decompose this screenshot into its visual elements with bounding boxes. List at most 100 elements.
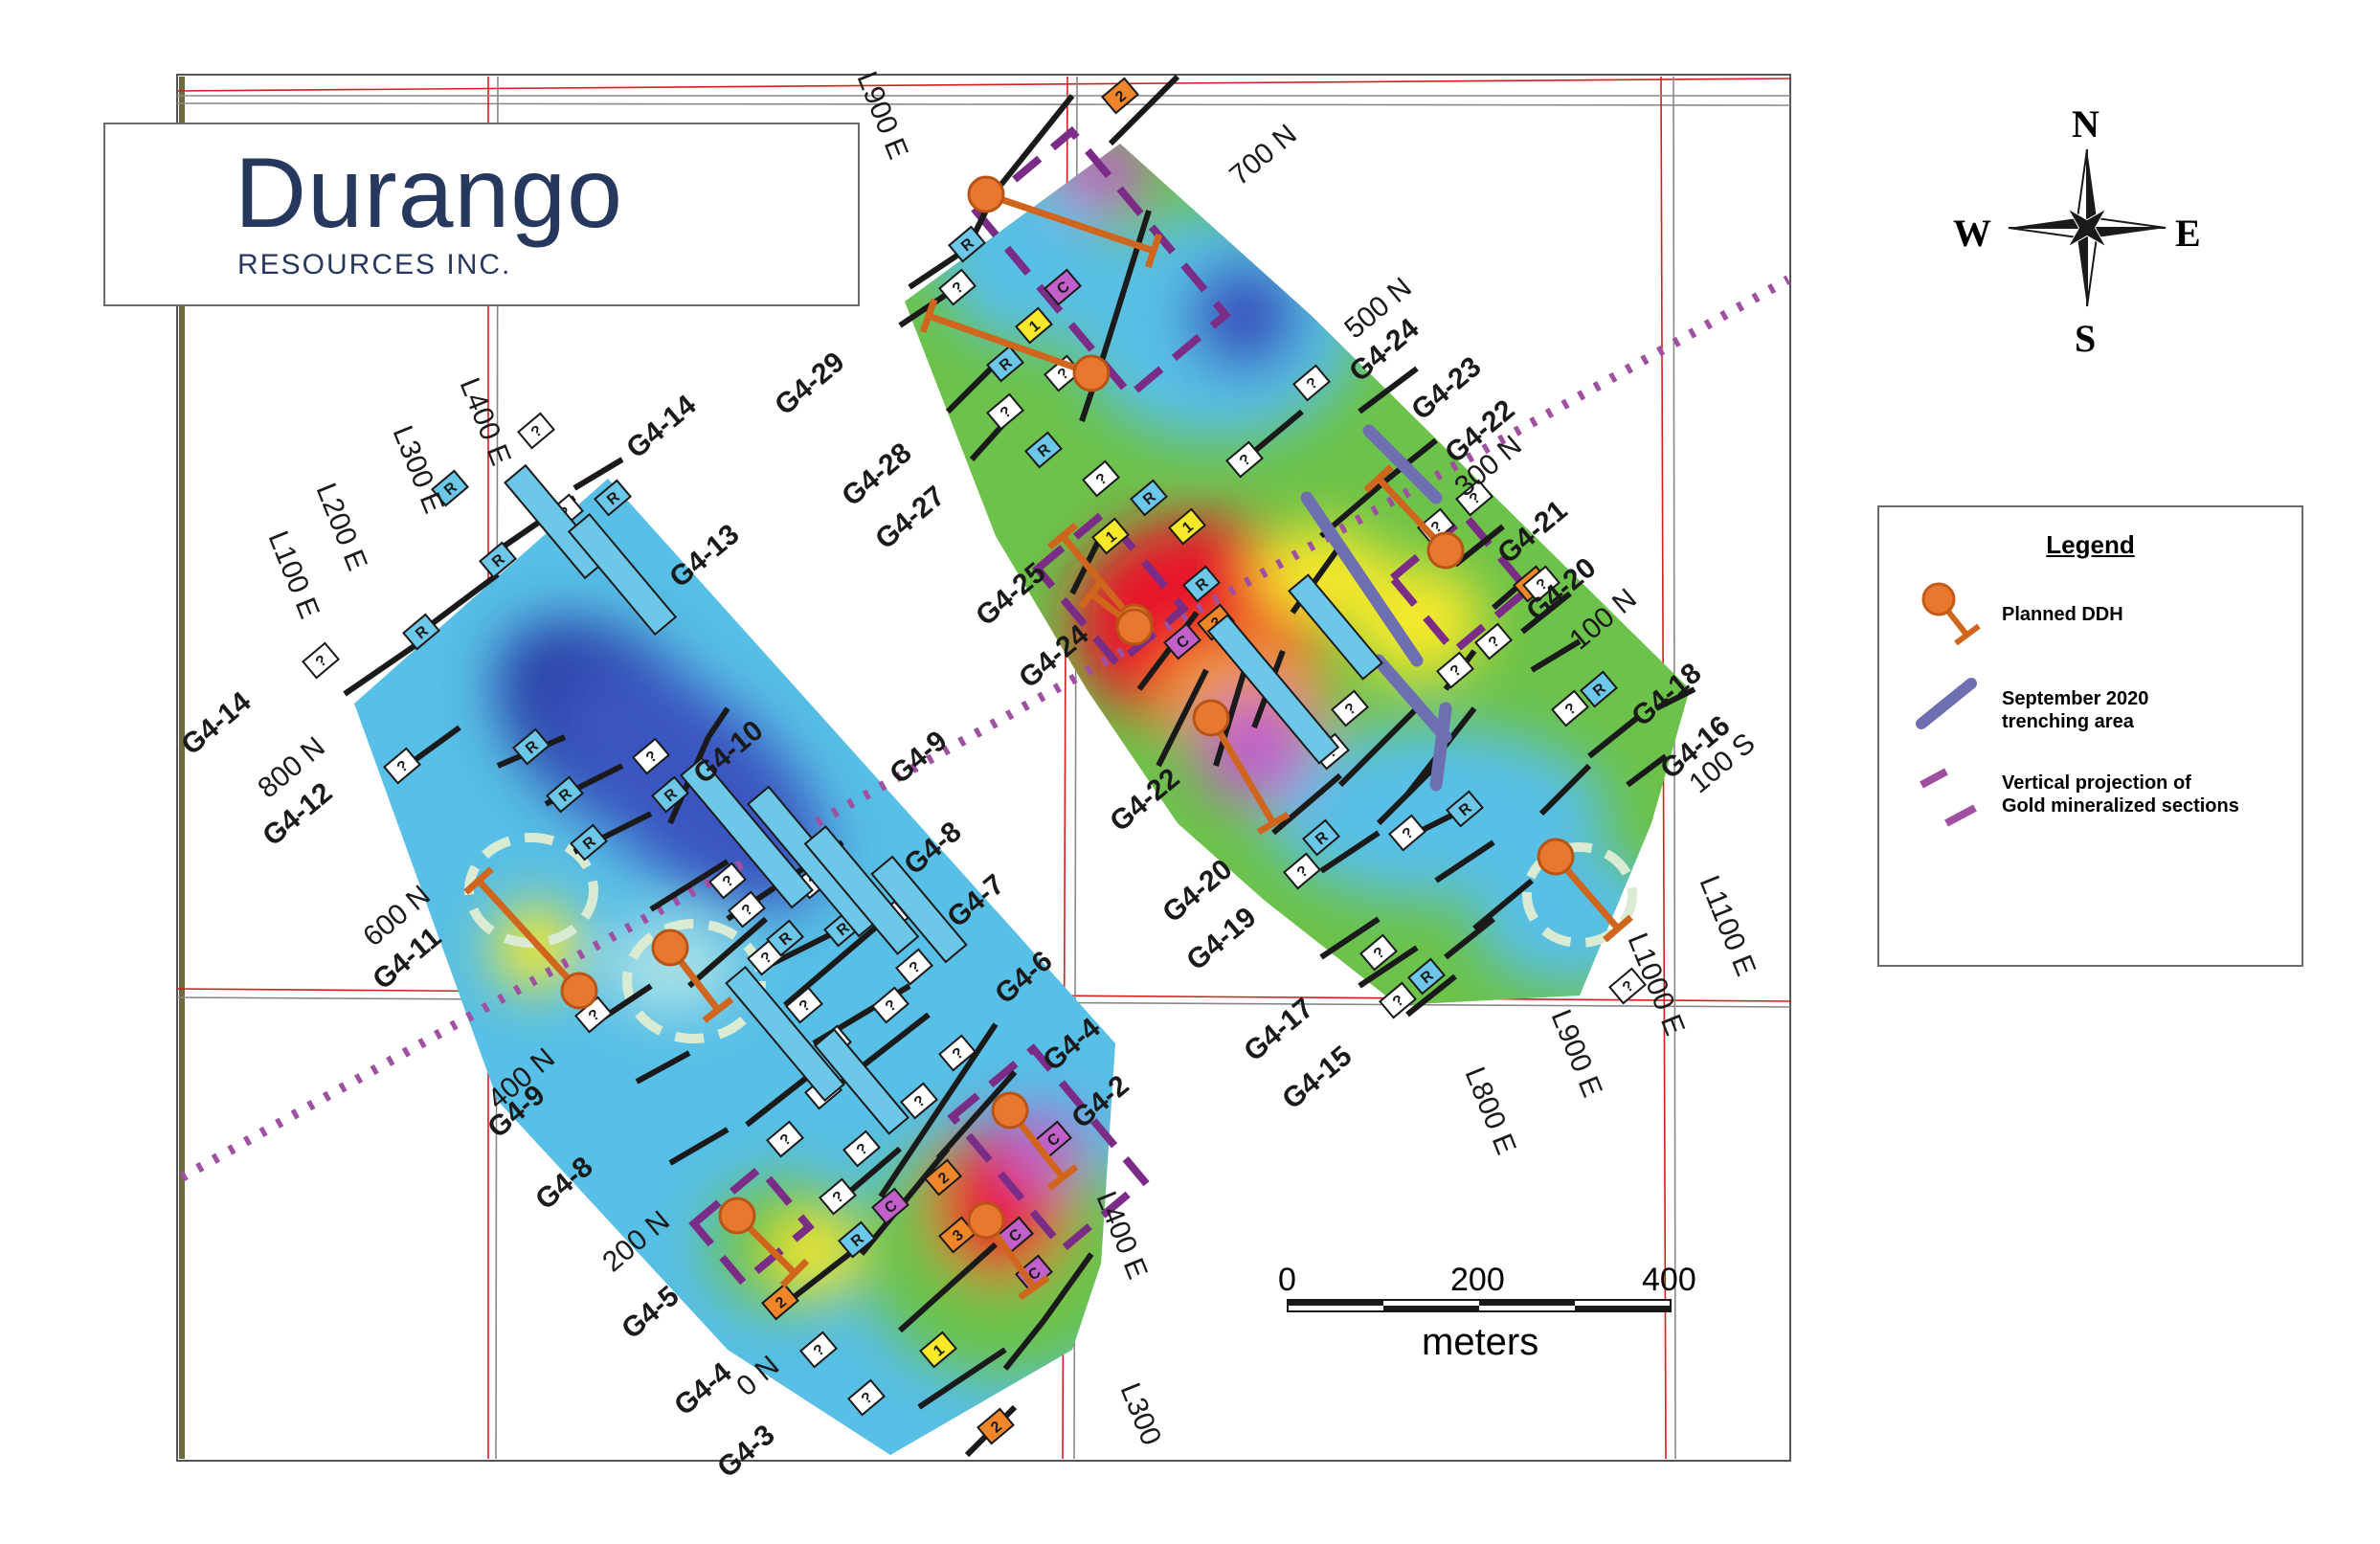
sample-box: 1: [1091, 517, 1130, 555]
legend-trench-icon: [1916, 678, 1977, 729]
planned-ddh: [967, 1201, 1050, 1301]
planned-ddh: [1192, 699, 1291, 836]
sample-box: R: [1580, 670, 1618, 708]
sample-box: ?: [1474, 622, 1513, 660]
sample-box: 2: [761, 1283, 799, 1321]
sample-box: R: [594, 479, 632, 517]
sample-box: ?: [1608, 967, 1647, 1005]
sample-box: ?: [1225, 440, 1264, 479]
sample-box: ?: [728, 890, 766, 929]
scale-tick-0: 0: [1278, 1262, 1296, 1298]
trench-lines: [343, 74, 1696, 1458]
scale-bar: [1287, 1299, 1672, 1312]
compass-east: E: [2175, 212, 2201, 255]
compass-north: N: [2072, 102, 2099, 145]
planned-drill-holes: [463, 175, 1633, 1301]
logo-wordmark: Durango: [235, 138, 623, 249]
sample-box: ?: [708, 862, 747, 900]
sample-box: R: [838, 1220, 876, 1259]
planned-ddh: [651, 929, 734, 1023]
sample-box: 2: [924, 1158, 962, 1197]
sample-box: ?: [938, 1034, 977, 1072]
sample-box: ?: [785, 986, 823, 1024]
sample-box: R: [651, 775, 689, 814]
legend-label-planned-ddh: Planned DDH: [2002, 604, 2123, 625]
sample-box: ?: [1551, 689, 1589, 727]
planned-ddh: [1537, 838, 1633, 943]
sample-box: C: [1044, 268, 1082, 306]
sample-box: 2: [977, 1407, 1015, 1445]
sample-box: ?: [871, 986, 909, 1024]
sample-box: 1: [919, 1331, 957, 1369]
planned-ddh: [1363, 464, 1465, 570]
legend-gold-line1: Vertical projection of: [2002, 772, 2191, 794]
trench-table: [567, 512, 678, 637]
sample-box: R: [1182, 565, 1221, 603]
sample-box: R: [431, 469, 469, 507]
compass-rose: [2008, 148, 2167, 307]
sample-box: 2: [1101, 77, 1139, 115]
legend: Legend Planned DDH September 2020 trench…: [1877, 505, 2303, 967]
sample-box: ?: [1331, 689, 1369, 727]
scale-tick-200: 200: [1450, 1262, 1505, 1298]
sample-box: ?: [1436, 651, 1474, 689]
legend-gold-projection-icon: [1920, 768, 1977, 827]
sample-box: ?: [895, 948, 933, 986]
sample-box: ?: [900, 1082, 938, 1120]
planned-ddh: [1078, 577, 1154, 646]
sample-box: ?: [1388, 814, 1426, 852]
sample-box: R: [1130, 479, 1168, 517]
planned-ddh: [991, 1091, 1079, 1191]
sample-box: R: [1446, 790, 1484, 828]
trenching-area-bars: [1300, 424, 1452, 792]
sample-box: ?: [1522, 565, 1560, 603]
sample-box: ?: [302, 641, 340, 680]
planned-ddh: [919, 298, 1111, 392]
sample-box: R: [948, 225, 986, 263]
sample-box: ?: [1359, 933, 1398, 972]
trench-table: [725, 965, 845, 1103]
logo-subtitle: RESOURCES INC.: [237, 249, 512, 280]
legend-label-gold-sections: Vertical projection of Gold mineralized …: [2002, 772, 2239, 817]
sample-box: ?: [1292, 364, 1331, 402]
trench-table: [504, 463, 607, 580]
sample-box: R: [986, 345, 1024, 383]
planned-ddh: [967, 175, 1163, 269]
legend-trenching-line1: September 2020: [2002, 688, 2149, 709]
sample-box: R: [570, 823, 608, 862]
sample-box: ?: [986, 392, 1024, 431]
sample-box: C: [871, 1187, 909, 1225]
trench-table: [1288, 573, 1383, 681]
trench-table: [814, 1028, 909, 1135]
compass-west: W: [1953, 212, 1991, 255]
sample-box: ?: [842, 1130, 881, 1168]
scale-tick-400: 400: [1642, 1262, 1696, 1298]
legend-title: Legend: [2046, 530, 2135, 559]
sample-box: R: [1302, 818, 1340, 857]
scale-unit: meters: [1422, 1321, 1539, 1363]
planned-ddh: [463, 866, 598, 1010]
sample-box: ?: [1082, 459, 1120, 498]
sample-box: R: [546, 775, 584, 814]
sample-box: ?: [1455, 479, 1493, 517]
sample-box: 1: [1168, 507, 1206, 546]
planned-ddh: [718, 1197, 810, 1288]
sample-box: ?: [766, 1120, 804, 1158]
sample-box: ?: [799, 1331, 838, 1369]
sample-box: ?: [847, 1378, 886, 1417]
sample-box: ?: [632, 737, 670, 775]
sample-box: ?: [1379, 981, 1417, 1019]
sample-box: ?: [383, 747, 421, 785]
sample-box: R: [512, 727, 550, 766]
sample-box: ?: [938, 268, 977, 306]
sample-box: ?: [1283, 852, 1321, 890]
trench-table: [870, 855, 968, 964]
sample-box: R: [479, 541, 517, 579]
sample-box: R: [1407, 957, 1446, 996]
company-logo: Durango RESOURCES INC.: [103, 123, 860, 306]
legend-trenching-line2: trenching area: [2002, 711, 2134, 732]
legend-gold-line2: Gold mineralized sections: [2002, 795, 2239, 817]
legend-label-trenching: September 2020 trenching area: [2002, 687, 2148, 733]
